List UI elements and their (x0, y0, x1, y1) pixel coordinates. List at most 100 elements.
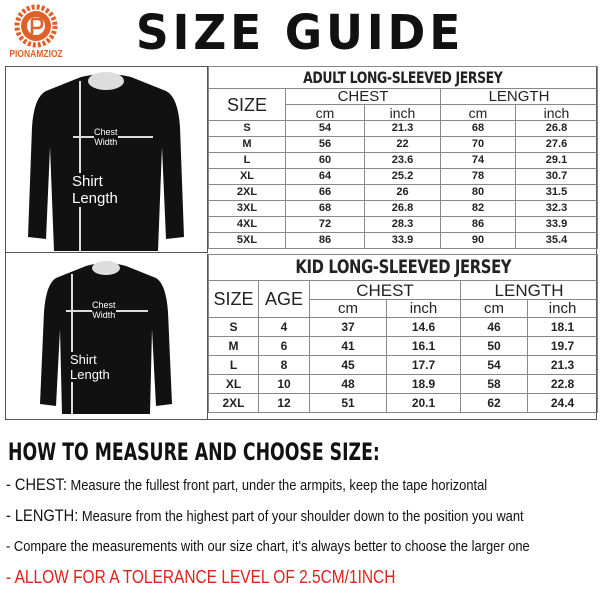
table-cell: 70 (440, 136, 516, 153)
brand-logo: PIONAMZIOZ (4, 4, 68, 64)
table-cell: 82 (440, 200, 516, 217)
table-cell: 22 (364, 136, 441, 153)
table-cell: 51 (309, 393, 387, 413)
table-cell: 2XL (208, 184, 286, 201)
table-cell: 17.7 (386, 355, 461, 375)
table-cell: 50 (460, 336, 528, 356)
table-cell: 62 (460, 393, 528, 413)
kid-table-title-text: KID LONG-SLEEVED JERSEY (295, 256, 511, 278)
kid-jersey-diagram: Chest Width Shirt Length (6, 254, 208, 419)
length-label-line-2: Length (72, 190, 118, 207)
length-instruction-label: - LENGTH: (6, 506, 79, 525)
table-row: M 6 41 16.1 50 19.7 (208, 336, 599, 356)
table-cell: 46 (460, 317, 528, 337)
table-cell: M (208, 136, 286, 153)
table-row: 4XL 72 28.3 86 33.9 (208, 216, 598, 233)
page-title: SIZE GUIDE (135, 5, 465, 61)
chest-instruction-label: - CHEST: (6, 475, 67, 494)
table-cell: 58 (460, 374, 528, 394)
table-cell: 2XL (208, 393, 259, 413)
table-cell: 78 (440, 168, 516, 185)
table-cell: 5XL (208, 232, 286, 249)
table-cell: 6 (258, 336, 310, 356)
brand-name: PIONAMZIOZ (9, 49, 63, 60)
table-row: S 54 21.3 68 26.8 (208, 120, 598, 137)
table-cell: 80 (440, 184, 516, 201)
table-cell: 86 (440, 216, 516, 233)
size-header: SIZE (208, 280, 259, 318)
table-cell: XL (208, 374, 259, 394)
table-cell: 32.3 (515, 200, 598, 217)
table-cell: 27.6 (515, 136, 598, 153)
table-cell: 33.9 (515, 216, 598, 233)
table-cell: 21.3 (526, 355, 599, 375)
chest-header: CHEST (309, 280, 461, 300)
chest-inch-header: inch (386, 299, 461, 318)
table-cell: 18.1 (526, 317, 599, 337)
length-label-line-2: Length (70, 367, 110, 382)
length-header: LENGTH (440, 88, 598, 105)
table-cell: 68 (440, 120, 516, 137)
chest-instruction: - CHEST: Measure the fullest front part,… (6, 475, 487, 496)
table-cell: 22.8 (526, 374, 599, 394)
length-header: LENGTH (459, 280, 599, 300)
shirt-length-label: Shirt Length (72, 173, 118, 207)
age-header: AGE (258, 280, 310, 318)
chest-header: CHEST (285, 88, 441, 105)
kid-size-table: KID LONG-SLEEVED JERSEY SIZE AGE CHEST L… (207, 254, 599, 413)
length-instruction: - LENGTH: Measure from the highest part … (6, 506, 524, 527)
table-cell: 41 (309, 336, 387, 356)
table-row: M 56 22 70 27.6 (208, 136, 598, 153)
table-cell: 24.4 (526, 393, 599, 413)
table-cell: 56 (285, 136, 365, 153)
length-label-line-1: Shirt (70, 352, 97, 367)
table-cell: 37 (309, 317, 387, 337)
kid-jersey-image (40, 261, 172, 414)
length-instruction-text: Measure from the highest part of your sh… (81, 508, 524, 525)
length-label-line-1: Shirt (72, 173, 103, 190)
table-cell: 14.6 (386, 317, 461, 337)
chest-cm-header: cm (285, 104, 365, 121)
chest-label-line-2: Width (94, 137, 118, 147)
length-inch-header: inch (526, 299, 599, 318)
table-row: 3XL 68 26.8 82 32.3 (208, 200, 598, 217)
table-cell: 29.1 (515, 152, 598, 169)
table-cell: 72 (285, 216, 365, 233)
chest-cm-header: cm (309, 299, 387, 318)
table-cell: 4 (258, 317, 310, 337)
table-cell: L (208, 152, 286, 169)
table-cell: S (208, 120, 286, 137)
tolerance-note: - ALLOW FOR A TOLERANCE LEVEL OF 2.5CM/1… (6, 567, 396, 587)
table-cell: 19.7 (526, 336, 599, 356)
table-cell: 66 (285, 184, 365, 201)
chest-label-line-2: Width (92, 310, 116, 320)
table-cell: 21.3 (364, 120, 441, 137)
table-cell: L (208, 355, 259, 375)
table-cell: 68 (285, 200, 365, 217)
chest-instruction-text: Measure the fullest front part, under th… (70, 477, 488, 494)
table-cell: M (208, 336, 259, 356)
length-cm-header: cm (440, 104, 516, 121)
table-cell: 35.4 (515, 232, 598, 249)
table-cell: 16.1 (386, 336, 461, 356)
table-cell: XL (208, 168, 286, 185)
table-cell: 86 (285, 232, 365, 249)
table-cell: 28.3 (364, 216, 441, 233)
adult-size-table: ADULT LONG-SLEEVED JERSEY SIZE CHEST LEN… (208, 66, 598, 249)
table-cell: 64 (285, 168, 365, 185)
table-cell: 45 (309, 355, 387, 375)
length-cm-header: cm (460, 299, 528, 318)
table-row: 2XL 12 51 20.1 62 24.4 (208, 393, 599, 413)
length-inch-header: inch (515, 104, 598, 121)
table-cell: 18.9 (386, 374, 461, 394)
table-cell: 4XL (208, 216, 286, 233)
table-row: XL 10 48 18.9 58 22.8 (208, 374, 599, 394)
compare-instruction: - Compare the measurements with our size… (6, 538, 530, 555)
table-cell: 48 (309, 374, 387, 394)
table-cell: 31.5 (515, 184, 598, 201)
table-cell: 23.6 (364, 152, 441, 169)
adult-table-title-text: ADULT LONG-SLEEVED JERSEY (303, 67, 503, 87)
chest-width-label: Chest Width (92, 300, 116, 320)
gear-logo-icon (14, 4, 58, 48)
chest-label-line-1: Chest (92, 300, 116, 310)
